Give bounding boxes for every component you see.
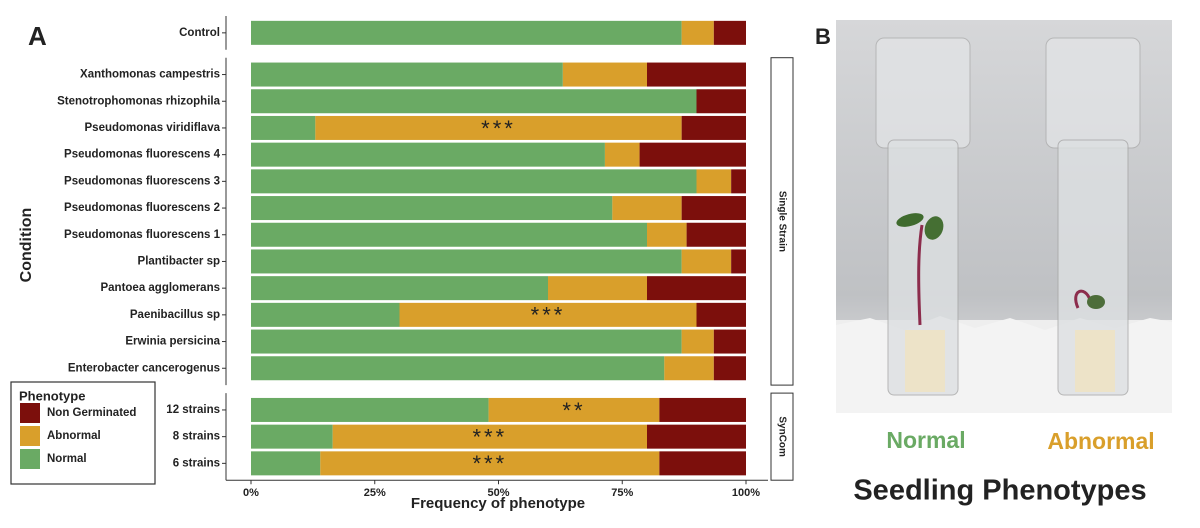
bar-segment <box>681 329 714 354</box>
y-tick-label cat: Stenotrophomonas rhizophila <box>57 95 221 107</box>
significance: *** <box>481 116 516 141</box>
bar-segment <box>315 115 682 140</box>
legend-swatch <box>20 449 40 469</box>
y-tick-label cat: 12 strains <box>166 404 220 416</box>
bar-segment <box>696 89 746 114</box>
bar-segment <box>251 62 563 87</box>
y-tick-label cat: 8 strains <box>173 431 220 443</box>
bar-segment <box>399 302 697 327</box>
bar-segment <box>681 115 746 140</box>
facet-label: SynCom <box>776 416 787 457</box>
bar-segment <box>251 20 682 45</box>
bar-segment <box>647 222 687 247</box>
panel-label: B <box>815 24 831 49</box>
photo-caption: Normal <box>886 427 965 453</box>
legend-label: Abnormal <box>47 430 101 442</box>
significance: *** <box>472 451 507 476</box>
legend-label: Normal <box>47 453 87 465</box>
x-tick-label: 25% <box>364 487 386 499</box>
bar-segment <box>251 115 316 140</box>
bar-segment <box>251 424 333 449</box>
bar-segment <box>251 222 647 247</box>
bar-segment <box>713 329 746 354</box>
significance: ** <box>562 398 585 423</box>
y-tick-label cat: Pseudomonas fluorescens 4 <box>64 149 221 161</box>
bar-segment <box>251 276 548 301</box>
bar-segment <box>251 451 321 476</box>
photo-caption: Abnormal <box>1047 428 1154 454</box>
panel-label: A <box>28 21 47 51</box>
y-tick-label cat: Pantoea agglomerans <box>100 282 220 294</box>
bar-segment <box>251 249 682 274</box>
x-tick-label: 75% <box>611 487 633 499</box>
y-axis-title: Condition <box>18 208 35 283</box>
bar-segment <box>562 62 647 87</box>
bar-segment <box>713 356 746 381</box>
bar-segment <box>659 397 746 422</box>
bar-segment <box>731 169 746 194</box>
bar-segment <box>647 276 746 301</box>
y-tick-label cat: 6 strains <box>173 457 220 469</box>
bar-segment <box>696 302 746 327</box>
y-tick-label cat: Xanthomonas campestris <box>80 69 220 81</box>
photo-title: Seedling Phenotypes <box>853 475 1146 507</box>
significance: *** <box>531 303 566 328</box>
bar-segment <box>647 62 746 87</box>
facet-strip <box>770 57 794 386</box>
y-tick-label cat: Plantibacter sp <box>138 255 220 267</box>
legend-label: Non Germinated <box>47 407 136 419</box>
bar-segment <box>251 302 400 327</box>
y-tick-label cat: Paenibacillus sp <box>130 309 220 321</box>
y-tick-label cat: Control <box>179 27 220 39</box>
x-tick-label: 100% <box>732 487 760 499</box>
facet-strip <box>770 392 794 481</box>
y-tick-label cat: Erwinia persicina <box>125 336 220 348</box>
bar-segment <box>713 20 746 45</box>
bar-segment <box>604 142 640 167</box>
significance: *** <box>472 424 507 449</box>
bar-segment <box>731 249 746 274</box>
x-axis-title: Frequency of phenotype <box>411 495 585 512</box>
bar-segment <box>681 249 732 274</box>
bar-segment <box>332 424 647 449</box>
y-tick-label cat: Pseudomonas viridiflava <box>85 122 221 134</box>
bar-segment <box>681 196 746 221</box>
bar-segment <box>251 356 665 381</box>
bar-segment <box>612 196 682 221</box>
y-tick-label cat: Pseudomonas fluorescens 1 <box>64 229 221 241</box>
bar-segment <box>681 20 714 45</box>
bar-segment <box>251 397 489 422</box>
x-tick-label: 0% <box>243 487 259 499</box>
bar-segment <box>639 142 746 167</box>
legend-swatch <box>20 403 40 423</box>
bar-segment <box>686 222 746 247</box>
bar-segment <box>320 451 660 476</box>
photo <box>836 20 1172 413</box>
bar-segment <box>251 142 605 167</box>
bar-segment <box>251 329 682 354</box>
bar-segment <box>664 356 714 381</box>
y-tick-label cat: Enterobacter cancerogenus <box>68 362 220 374</box>
bar-segment <box>251 89 697 114</box>
bar-segment <box>488 397 660 422</box>
bar-segment <box>647 424 746 449</box>
bar-segment <box>696 169 732 194</box>
bar-segment <box>251 196 613 221</box>
y-tick-label cat: Pseudomonas fluorescens 3 <box>64 175 220 187</box>
bar-segment <box>251 169 697 194</box>
bar-segment <box>548 276 647 301</box>
facet-label: Single Strain <box>776 191 787 252</box>
legend-title: Phenotype <box>19 388 85 403</box>
y-tick-label cat: Pseudomonas fluorescens 2 <box>64 202 220 214</box>
legend-swatch <box>20 426 40 446</box>
x-tick-label: 50% <box>487 487 509 499</box>
bar-segment <box>659 451 746 476</box>
